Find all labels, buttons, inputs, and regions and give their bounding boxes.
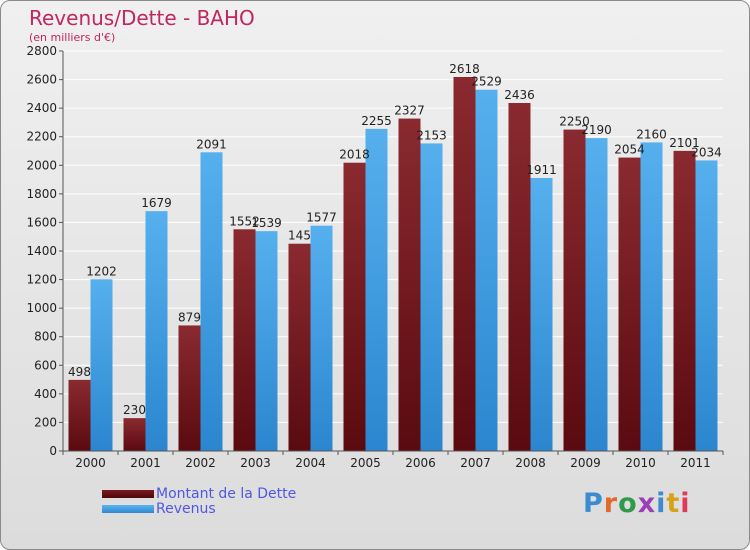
debt-value-label: 2436 xyxy=(504,88,535,102)
axes: 0 200 400 600 800 1000 1200 1400 1600 1800 2000 220… xyxy=(26,44,724,470)
debt-bar xyxy=(673,150,696,451)
logo-letter: x xyxy=(637,488,657,519)
y-tick-label: 1600 xyxy=(26,215,57,229)
y-tick-label: 0 xyxy=(49,444,57,458)
x-tick-label: 2000 xyxy=(75,456,106,470)
x-tick-label: 2002 xyxy=(185,456,216,470)
y-tick-label: 2200 xyxy=(26,130,57,144)
y-tick-label: 2000 xyxy=(26,158,57,172)
x-tick-label: 2004 xyxy=(295,456,326,470)
revenue-bar xyxy=(90,279,113,451)
y-tick-label: 1800 xyxy=(26,187,57,201)
legend-label-debt: Montant de la Dette xyxy=(156,486,297,502)
proxiti-logo: Proxiti xyxy=(583,488,691,519)
debt-value-label: 2327 xyxy=(394,104,425,118)
logo-letter: P xyxy=(583,488,604,519)
revenue-bar xyxy=(310,225,333,451)
debt-value-label: 145 xyxy=(288,229,311,243)
x-tick-label: 2003 xyxy=(240,456,271,470)
logo-letter: i xyxy=(680,488,691,519)
y-tick-label: 400 xyxy=(34,387,57,401)
revenue-bar xyxy=(145,211,168,451)
revenue-bar xyxy=(530,178,553,451)
revenue-value-label: 2529 xyxy=(471,75,502,89)
legend-label-revenue: Revenus xyxy=(156,501,216,517)
revenue-value-label: 1911 xyxy=(526,163,557,177)
revenue-bar xyxy=(640,142,663,451)
debt-bar xyxy=(398,118,421,452)
revenue-bar xyxy=(695,160,718,451)
logo-letter: i xyxy=(656,488,667,519)
logo-letter: o xyxy=(618,488,638,519)
y-tick-label: 1200 xyxy=(26,273,57,287)
x-tick-label: 2011 xyxy=(680,456,711,470)
legend-swatch-revenue xyxy=(102,505,154,513)
y-tick-label: 800 xyxy=(34,330,57,344)
revenue-bar xyxy=(255,231,278,451)
bars xyxy=(68,77,718,452)
debt-value-label: 2101 xyxy=(669,136,700,150)
debt-value-label: 2618 xyxy=(449,62,480,76)
revenue-value-label: 2255 xyxy=(361,114,392,128)
debt-bar xyxy=(68,379,91,451)
x-tick-label: 2009 xyxy=(570,456,601,470)
x-tick-label: 2010 xyxy=(625,456,656,470)
x-tick-label: 2007 xyxy=(460,456,491,470)
revenue-bar xyxy=(585,138,608,451)
logo-letter: r xyxy=(603,488,619,519)
revenue-value-label: 2160 xyxy=(636,127,667,141)
debt-value-label: 498 xyxy=(68,365,91,379)
debt-bar xyxy=(178,325,201,451)
revenue-bar xyxy=(365,128,388,451)
debt-bar xyxy=(618,157,641,452)
chart-subtitle: (en milliers d'€) xyxy=(29,31,116,44)
debt-bar xyxy=(563,129,586,452)
y-tick-label: 2800 xyxy=(26,44,57,58)
revenue-value-label: 2034 xyxy=(691,145,722,159)
debt-value-label: 2250 xyxy=(559,115,590,129)
revenue-bar xyxy=(420,143,443,451)
x-tick-label: 2005 xyxy=(350,456,381,470)
y-tick-label: 200 xyxy=(34,415,57,429)
revenue-bar xyxy=(475,89,498,451)
debt-bar xyxy=(343,162,366,451)
debt-bar xyxy=(508,103,531,451)
x-tick-label: 2001 xyxy=(130,456,161,470)
revenue-value-label: 2091 xyxy=(196,137,227,151)
revenue-bar xyxy=(200,152,223,452)
y-tick-label: 2400 xyxy=(26,101,57,115)
legend-swatch-debt xyxy=(102,490,154,498)
debt-bar xyxy=(453,77,476,451)
debt-value-label: 230 xyxy=(123,403,146,417)
revenue-value-label: 1577 xyxy=(306,211,337,225)
revenue-value-label: 1539 xyxy=(251,216,282,230)
debt-bar xyxy=(288,243,311,451)
debt-bar xyxy=(123,418,146,451)
y-tick-label: 1000 xyxy=(26,301,57,315)
x-tick-label: 2006 xyxy=(405,456,436,470)
chart-title: Revenus/Dette - BAHO xyxy=(29,6,255,30)
y-tick-label: 1400 xyxy=(26,244,57,258)
logo-letter: t xyxy=(666,488,681,519)
debt-bar xyxy=(233,229,256,451)
debt-value-label: 1552 xyxy=(229,214,260,228)
debt-value-label: 2018 xyxy=(339,148,370,162)
debt-value-label: 879 xyxy=(178,310,201,324)
x-tick-label: 2008 xyxy=(515,456,546,470)
debt-value-label: 2054 xyxy=(614,143,645,157)
revenue-value-label: 1202 xyxy=(86,264,117,278)
revenue-value-label: 1679 xyxy=(141,196,172,210)
y-tick-label: 2600 xyxy=(26,73,57,87)
revenue-value-label: 2153 xyxy=(416,128,447,142)
revenue-value-label: 2190 xyxy=(581,123,612,137)
y-tick-label: 600 xyxy=(34,358,57,372)
